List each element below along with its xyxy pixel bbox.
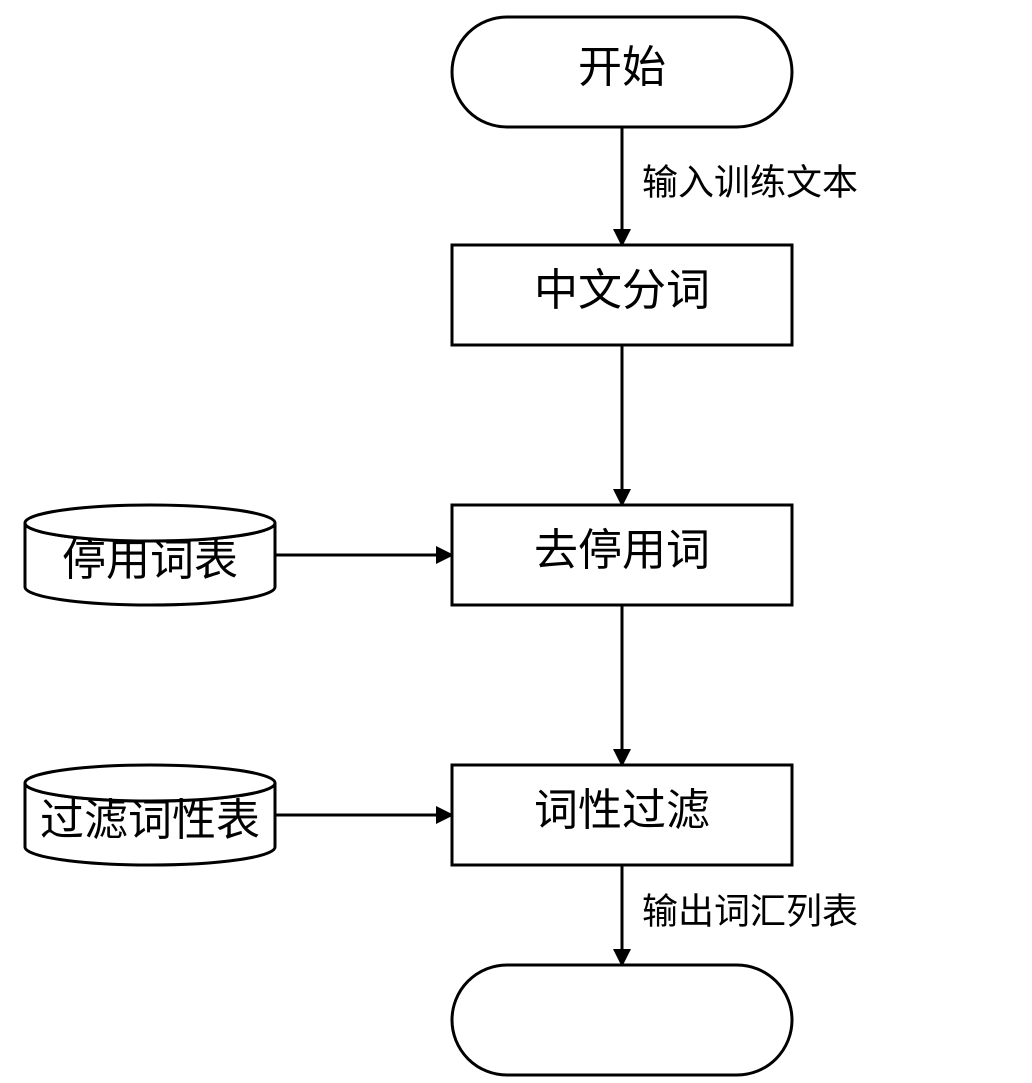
node-stopwd-label: 停用词表 <box>62 536 238 585</box>
node-stop-label: 去停用词 <box>534 526 710 575</box>
node-end <box>452 965 792 1075</box>
node-start-label: 开始 <box>578 43 666 92</box>
flowchart-canvas: 开始中文分词去停用词词性过滤 停用词表过滤词性表 输入训练文本输出词汇列表 <box>0 0 1032 1083</box>
edge-e4-label: 输出词汇列表 <box>642 891 858 931</box>
edge-e1-label: 输入训练文本 <box>642 162 858 202</box>
node-seg-label: 中文分词 <box>534 266 710 315</box>
node-postab-label: 过滤词性表 <box>40 796 260 845</box>
node-pos-label: 词性过滤 <box>534 786 710 835</box>
